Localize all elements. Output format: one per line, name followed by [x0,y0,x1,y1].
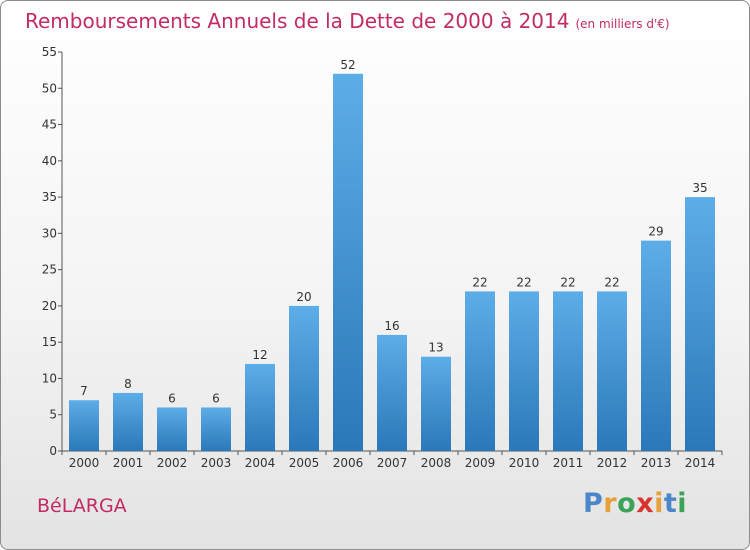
bar-value-label: 6 [168,391,176,405]
logo-letter: x [636,488,655,519]
bar [333,73,363,451]
bar-value-label: 22 [472,275,487,289]
bar [377,334,407,451]
chart-title: Remboursements Annuels de la Dette de 20… [25,9,670,33]
chart-axes: 0 5 10 15 20 25 30 35 40 45 50 55 2000 2001 2002 2003 20… [42,45,723,470]
bar-value-label: 8 [124,377,132,391]
chart-unit: (en milliers d'€) [575,17,670,31]
bar-value-label: 29 [648,225,663,239]
bar-value-label: 22 [560,275,575,289]
bar-value-label: 35 [692,181,707,195]
logo-letter: o [617,488,637,519]
x-tick-label: 2008 [421,456,452,470]
x-tick-label: 2007 [377,456,408,470]
bar [685,197,715,451]
bar [421,356,451,451]
logo-letter: i [654,488,664,519]
y-tick-label: 15 [42,335,57,349]
bar-value-label: 7 [80,384,88,398]
bar [201,407,231,451]
commune-name: BéLARGA [37,495,127,517]
bar-value-label: 6 [212,391,220,405]
bar-value-label: 13 [428,341,443,355]
logo-letter: P [583,488,604,519]
bar-value-label: 22 [604,275,619,289]
proxiti-logo: Proxiti [583,488,687,519]
y-tick-label: 55 [42,45,57,59]
y-tick-label: 35 [42,190,57,204]
x-tick-label: 2001 [113,456,144,470]
x-tick-label: 2009 [465,456,496,470]
chart-data-labels: 7 8 6 6 12 20 52 16 13 22 22 22 22 29 35 [80,58,707,406]
x-tick-label: 2014 [685,456,716,470]
y-tick-label: 40 [42,154,57,168]
x-tick-label: 2005 [289,456,320,470]
bar [553,291,583,451]
chart-bars [69,73,715,451]
y-tick-label: 30 [42,226,57,240]
bar [245,363,275,451]
bar [157,407,187,451]
x-tick-label: 2013 [641,456,672,470]
y-tick-label: 45 [42,118,57,132]
bar-value-label: 16 [384,319,399,333]
x-tick-label: 2010 [509,456,540,470]
chart-title-text: Remboursements Annuels de la Dette de 20… [25,9,570,33]
bar-value-label: 12 [252,348,267,362]
y-tick-label: 20 [42,299,57,313]
bar [465,291,495,451]
bar [509,291,539,451]
y-tick-label: 0 [49,444,57,458]
bar-value-label: 22 [516,275,531,289]
bar-value-label: 52 [340,58,355,72]
bar [113,392,143,451]
bar [69,400,99,451]
y-tick-label: 25 [42,263,57,277]
bar [597,291,627,451]
x-tick-label: 2003 [201,456,232,470]
x-tick-label: 2002 [157,456,188,470]
y-tick-label: 10 [42,371,57,385]
y-tick-label: 50 [42,81,57,95]
x-tick-label: 2000 [69,456,100,470]
x-tick-label: 2004 [245,456,276,470]
x-tick-label: 2006 [333,456,364,470]
logo-letter: t [663,488,678,519]
bar [289,305,319,451]
bar [641,240,671,451]
x-tick-label: 2011 [553,456,584,470]
logo-letter: i [677,488,688,519]
bar-value-label: 20 [296,290,311,304]
logo-letter: r [603,488,618,519]
y-tick-label: 5 [49,408,57,422]
x-tick-label: 2012 [597,456,628,470]
